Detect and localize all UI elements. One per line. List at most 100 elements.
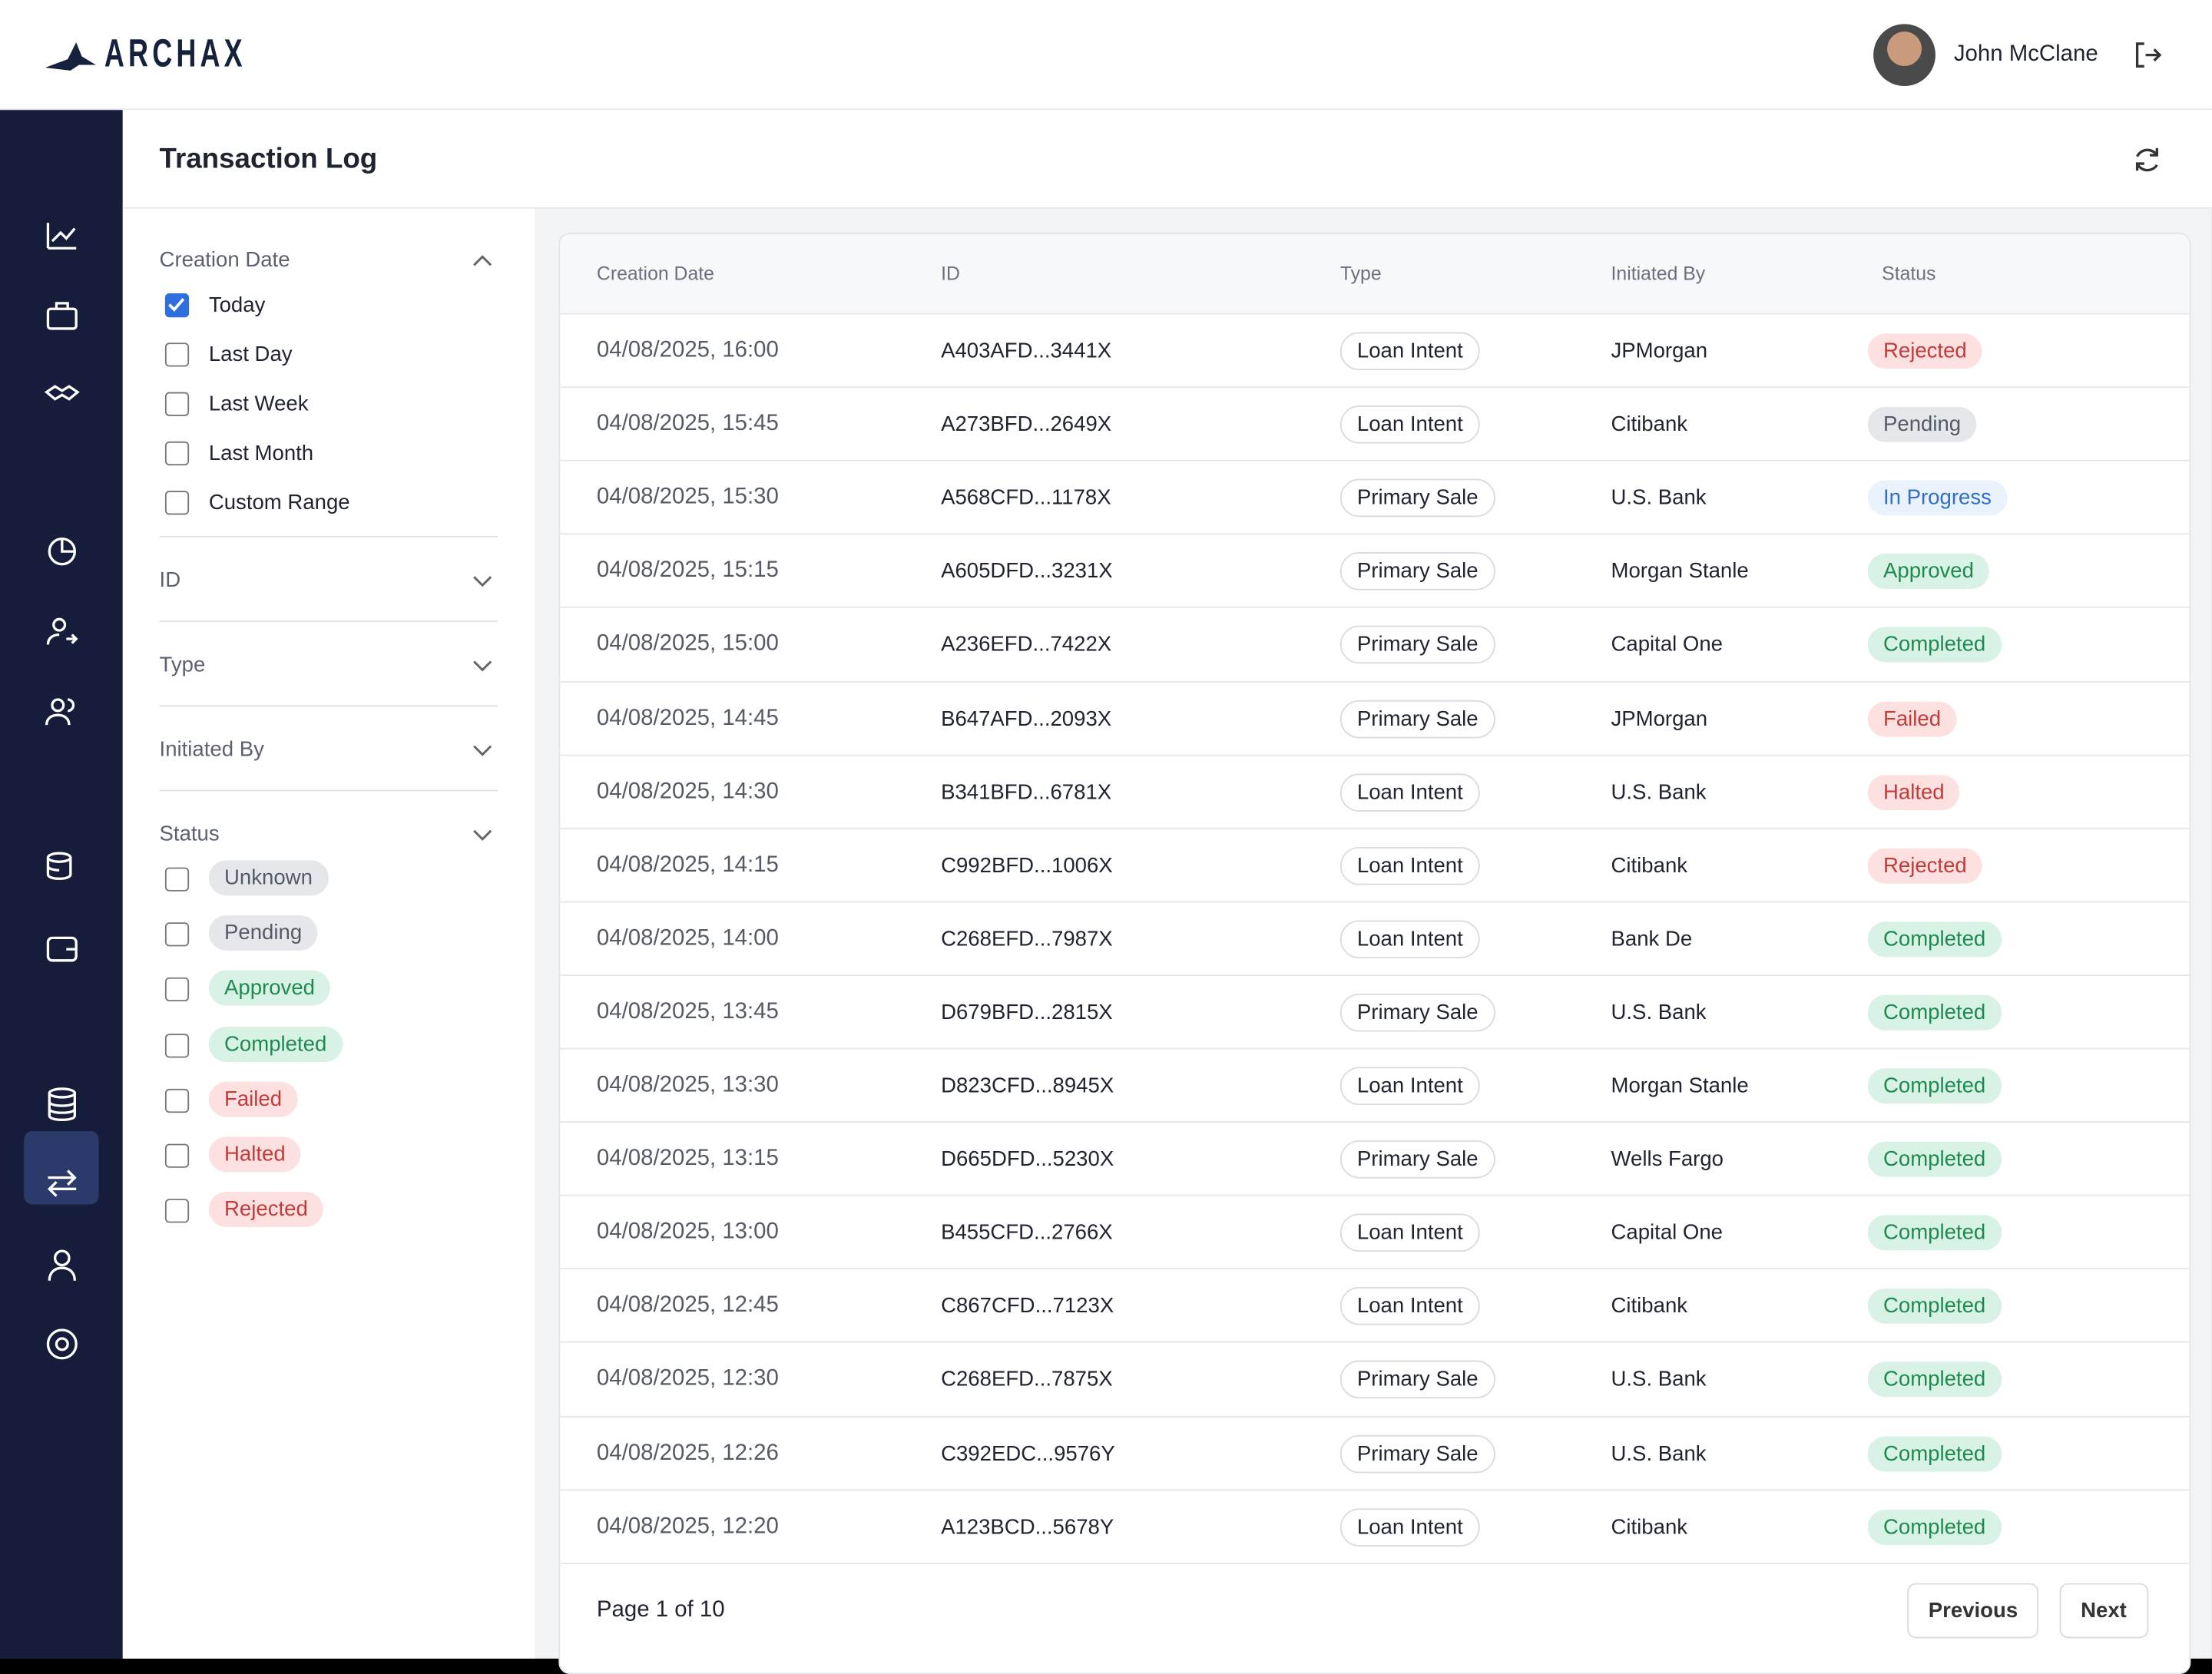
- chevron[interactable]: [472, 743, 492, 757]
- nav-icon[interactable]: [44, 217, 81, 254]
- column-header[interactable]: Status: [1882, 263, 1936, 285]
- filter-heading[interactable]: Creation Date: [159, 248, 290, 273]
- status-pill: Approved: [1867, 554, 1990, 590]
- cell-text: U.S. Bank: [1611, 1000, 1707, 1025]
- type-pill: Loan Intent: [1339, 1287, 1480, 1326]
- type-pill: Loan Intent: [1339, 1067, 1480, 1106]
- user-name: John McClane: [1953, 42, 2098, 67]
- filter-heading[interactable]: ID: [159, 568, 181, 593]
- checkbox[interactable]: [164, 392, 190, 416]
- checkbox[interactable]: [164, 441, 190, 466]
- chevron[interactable]: [472, 659, 492, 673]
- cell-text: JPMorgan: [1611, 706, 1708, 731]
- checkbox[interactable]: [164, 1088, 190, 1113]
- checkbox[interactable]: [164, 342, 190, 367]
- logout-icon[interactable]: [2131, 39, 2162, 70]
- table-row[interactable]: 04/08/2025, 14:15 C992BFD...1006X Loan Int…: [560, 827, 2190, 902]
- type-pill: Loan Intent: [1339, 1213, 1480, 1252]
- active-nav[interactable]: [24, 1131, 99, 1205]
- checkbox[interactable]: [164, 491, 190, 515]
- column-header[interactable]: ID: [941, 263, 960, 285]
- status-pill: Completed: [1867, 1068, 2002, 1104]
- nav-icon[interactable]: [44, 849, 81, 886]
- type-pill: Primary Sale: [1339, 552, 1495, 591]
- nav-icon[interactable]: [44, 1086, 81, 1123]
- chevron[interactable]: [472, 574, 492, 588]
- date-cell: 04/08/2025, 12:45: [596, 1293, 779, 1318]
- cell-text: C992BFD...1006X: [941, 853, 1113, 878]
- cell-text: Wells Fargo: [1611, 1147, 1724, 1172]
- filter-heading[interactable]: Initiated By: [159, 737, 264, 762]
- divider: [159, 620, 498, 622]
- table-row[interactable]: 04/08/2025, 13:45 D679BFD...2815X Primary …: [560, 974, 2190, 1049]
- status-pill: Rejected: [1867, 333, 1982, 369]
- table-row[interactable]: 04/08/2025, 12:45 C867CFD...7123X Loan Int…: [560, 1268, 2190, 1343]
- table-row[interactable]: 04/08/2025, 15:15 A605DFD...3231X Primary …: [560, 533, 2190, 608]
- nav-icon[interactable]: [44, 533, 81, 570]
- table-row[interactable]: 04/08/2025, 14:30 B341BFD...6781X Loan Int…: [560, 753, 2190, 829]
- date-cell: 04/08/2025, 15:45: [596, 412, 779, 436]
- nav-icon[interactable]: [44, 931, 81, 968]
- avatar[interactable]: [1873, 24, 1936, 87]
- table-row[interactable]: 04/08/2025, 13:00 B455CFD...2766X Loan Int…: [560, 1195, 2190, 1269]
- table-row[interactable]: 04/08/2025, 15:45 A273BFD...2649X Loan Int…: [560, 386, 2190, 461]
- checkbox[interactable]: [164, 293, 190, 318]
- column-header[interactable]: Initiated By: [1611, 263, 1706, 285]
- filter-heading[interactable]: Type: [159, 653, 206, 677]
- nav-icon[interactable]: [44, 378, 81, 415]
- nav-icon[interactable]: [44, 1247, 81, 1284]
- cell-text: C392EDC...9576Y: [941, 1441, 1115, 1466]
- refresh-icon[interactable]: [2131, 144, 2162, 174]
- checkbox[interactable]: [164, 1199, 190, 1223]
- chevron[interactable]: [472, 254, 492, 268]
- cell-text: U.S. Bank: [1611, 1441, 1707, 1466]
- status-pill: Completed: [1867, 1435, 2002, 1471]
- table-row[interactable]: 04/08/2025, 15:00 A236EFD...7422X Primary …: [560, 607, 2190, 681]
- cell-text: C867CFD...7123X: [941, 1294, 1114, 1318]
- sidebar: [0, 110, 123, 1659]
- checkbox[interactable]: [164, 867, 190, 892]
- nav-icon[interactable]: [44, 1165, 81, 1202]
- checkbox[interactable]: [164, 1143, 190, 1168]
- nav-icon[interactable]: [44, 298, 81, 335]
- type-pill: Loan Intent: [1339, 332, 1480, 371]
- date-cell: 04/08/2025, 15:30: [596, 485, 779, 510]
- type-pill: Loan Intent: [1339, 1507, 1480, 1547]
- previous-button[interactable]: Previous: [1907, 1583, 2039, 1638]
- table-row[interactable]: 04/08/2025, 13:15 D665DFD...5230X Primary …: [560, 1121, 2190, 1196]
- chevron[interactable]: [472, 828, 492, 842]
- nav-icon[interactable]: [44, 1325, 81, 1362]
- logo-bird: [45, 42, 96, 71]
- status-pill: Completed: [1867, 627, 2002, 663]
- checkbox[interactable]: [164, 1033, 190, 1057]
- type-pill: Loan Intent: [1339, 772, 1480, 812]
- next-button[interactable]: Next: [2059, 1583, 2148, 1638]
- column-header[interactable]: Creation Date: [596, 263, 714, 285]
- table-row[interactable]: 04/08/2025, 12:20 A123BCD...5678Y Loan Int…: [560, 1488, 2190, 1563]
- checkbox[interactable]: [164, 978, 190, 1002]
- table-row[interactable]: 04/08/2025, 13:30 D823CFD...8945X Loan Int…: [560, 1047, 2190, 1123]
- table-row[interactable]: 04/08/2025, 14:45 B647AFD...2093X Primary …: [560, 680, 2190, 755]
- table-row[interactable]: 04/08/2025, 14:00 C268EFD...7987X Loan Int…: [560, 901, 2190, 975]
- checkbox[interactable]: [164, 922, 190, 947]
- filter-option: Last Day: [208, 342, 293, 367]
- status-option: Rejected: [208, 1192, 323, 1228]
- nav-icon[interactable]: [44, 614, 81, 650]
- status-pill: Failed: [1867, 700, 1957, 736]
- table-row[interactable]: 04/08/2025, 16:00 A403AFD...3441X Loan Int…: [560, 313, 2190, 388]
- table-row[interactable]: 04/08/2025, 12:26 C392EDC...9576Y Primary …: [560, 1415, 2190, 1490]
- cell-text: A568CFD...1178X: [941, 486, 1111, 511]
- cell-text: A403AFD...3441X: [941, 339, 1112, 363]
- filter-option: Last Month: [208, 441, 314, 466]
- table-row[interactable]: 04/08/2025, 15:30 A568CFD...1178X Primary …: [560, 460, 2190, 534]
- nav-icon[interactable]: [44, 694, 81, 731]
- table-row[interactable]: 04/08/2025, 12:30 C268EFD...7875X Primary …: [560, 1342, 2190, 1416]
- cell-text: Capital One: [1611, 1221, 1724, 1246]
- date-cell: 04/08/2025, 15:15: [596, 558, 779, 584]
- filter-heading[interactable]: Status: [159, 822, 220, 847]
- column-header[interactable]: Type: [1339, 263, 1382, 285]
- type-pill: Primary Sale: [1339, 626, 1495, 664]
- type-pill: Primary Sale: [1339, 1434, 1495, 1473]
- cell-text: JPMorgan: [1611, 339, 1708, 363]
- status-pill: Halted: [1867, 774, 1960, 810]
